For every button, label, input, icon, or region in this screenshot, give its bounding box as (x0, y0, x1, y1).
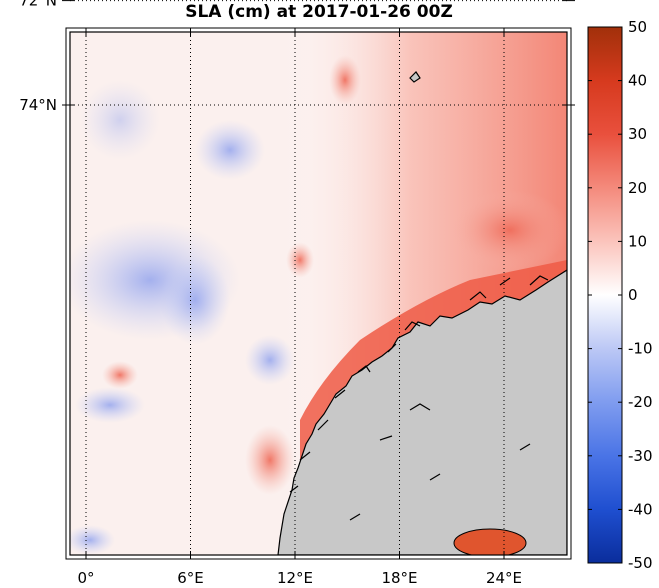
lat-label: 74°N (19, 96, 57, 114)
colorbar-tick-label: 0 (628, 286, 638, 304)
colorbar-tick-label: -20 (628, 393, 653, 411)
lon-label: 24°E (486, 569, 522, 587)
colorbar-tick-label: 50 (628, 18, 647, 36)
colorbar-tick-label: -30 (628, 447, 653, 465)
colorbar-tick-label: -40 (628, 500, 653, 518)
sla-field (70, 32, 567, 555)
latitude-labels: 74°N72°N70°N68°N66°N (19, 0, 57, 114)
colorbar-tick-label: -50 (628, 554, 653, 572)
lat-label: 72°N (19, 0, 57, 10)
map-gridlines (62, 0, 575, 559)
colorbar-tick-label: 40 (628, 72, 647, 90)
colorbar (587, 26, 623, 564)
colorbar-tick-label: 30 (628, 125, 647, 143)
colorbar-tick-label: 10 (628, 232, 647, 250)
lon-label: 6°E (177, 569, 204, 587)
land-mass (277, 269, 567, 555)
lon-label: 18°E (381, 569, 417, 587)
lon-label: 12°E (277, 569, 313, 587)
longitude-labels: 0° 6°E 12°E 18°E 24°E (77, 569, 522, 587)
lon-label: 0° (77, 569, 94, 587)
colorbar-ticks: 50 40 30 20 10 0 -10 -20 -30 -40 -50 (588, 18, 653, 572)
colorbar-tick-label: -10 (628, 340, 653, 358)
colorbar-tick-label: 20 (628, 179, 647, 197)
map-title: SLA (cm) at 2017-01-26 00Z (185, 2, 453, 22)
